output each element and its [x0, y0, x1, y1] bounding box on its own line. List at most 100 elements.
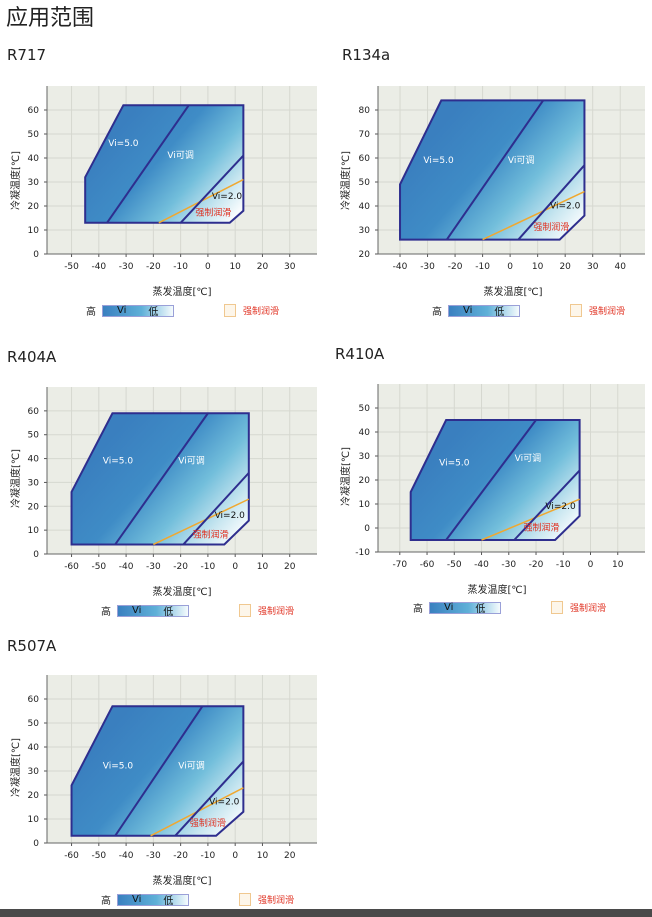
- x-tick-label: 10: [612, 560, 624, 570]
- vi2-boundary-line: [513, 469, 581, 541]
- label-vi-adjustable: Vi可调: [167, 150, 193, 161]
- y-tick-label: 30: [28, 478, 40, 488]
- x-tick-label: 30: [284, 262, 296, 272]
- x-tick-label: -40: [119, 851, 134, 861]
- legend-lubrication-swatch: [239, 604, 251, 617]
- legend-lubrication: 强制润滑: [589, 307, 626, 317]
- legend-high: 高: [86, 307, 96, 318]
- legend: 高 Vi 低 强制润滑: [413, 600, 606, 615]
- x-tick-label: -40: [119, 562, 134, 572]
- legend-high: 高: [413, 604, 423, 615]
- x-tick-label: -20: [146, 262, 161, 272]
- y-tick-label: 40: [28, 743, 40, 753]
- label-forced-lubrication: 强制润滑: [193, 528, 229, 540]
- label-forced-lubrication: 强制润滑: [523, 521, 559, 533]
- lubrication-line: [481, 498, 580, 541]
- label-vi2: Vi=2.0: [545, 502, 576, 512]
- x-axis-label: 蒸发温度[℃]: [152, 287, 212, 298]
- page-title: 应用范围: [6, 6, 95, 31]
- x-tick-label: 0: [507, 262, 513, 272]
- y-tick-label: -10: [355, 548, 370, 558]
- chart-title-r134a: R134a: [342, 46, 391, 64]
- y-tick-label: 0: [33, 839, 39, 849]
- y-tick-label: 10: [28, 226, 40, 236]
- y-tick-label: 30: [28, 178, 40, 188]
- x-axis-label: 蒸发温度[℃]: [152, 587, 212, 598]
- x-tick-label: 20: [284, 851, 296, 861]
- label-vi-adjustable: Vi可调: [515, 453, 541, 464]
- y-tick-label: 40: [359, 428, 371, 438]
- x-tick-label: 0: [232, 562, 238, 572]
- x-tick-label: -60: [64, 562, 79, 572]
- operating-envelope: [409, 419, 581, 541]
- x-tick-label: -40: [91, 262, 106, 272]
- x-tick-label: 10: [532, 262, 544, 272]
- label-vi5: Vi=5.0: [103, 762, 134, 772]
- x-tick-label: -60: [64, 851, 79, 861]
- x-tick-label: 10: [257, 562, 269, 572]
- y-tick-label: 20: [359, 250, 371, 260]
- label-vi-adjustable: Vi可调: [508, 155, 534, 166]
- label-forced-lubrication: 强制润滑: [533, 221, 569, 233]
- x-axis-label: 蒸发温度[℃]: [483, 287, 543, 298]
- x-tick-label: -50: [447, 560, 462, 570]
- x-tick-label: -30: [501, 560, 516, 570]
- x-tick-label: 20: [257, 262, 269, 272]
- chart-title-r717: R717: [7, 46, 47, 64]
- y-tick-label: 70: [359, 130, 371, 140]
- x-tick-label: 10: [229, 262, 241, 272]
- y-tick-label: 60: [28, 407, 40, 417]
- legend-low: 低: [494, 307, 505, 318]
- x-tick-label: -30: [146, 851, 161, 861]
- x-tick-label: -60: [420, 560, 435, 570]
- x-tick-label: -30: [420, 262, 435, 272]
- y-tick-label: 50: [359, 178, 371, 188]
- y-tick-label: 30: [359, 452, 371, 462]
- label-vi5: Vi=5.0: [108, 139, 139, 149]
- y-tick-label: 20: [28, 791, 40, 801]
- x-tick-label: -40: [474, 560, 489, 570]
- legend-low: 低: [148, 307, 159, 318]
- legend-lubrication-swatch: [239, 893, 251, 906]
- label-vi2: Vi=2.0: [209, 798, 240, 808]
- operating-envelope: [399, 99, 586, 241]
- label-vi5: Vi=5.0: [439, 459, 470, 469]
- vi5-boundary-line: [114, 705, 204, 837]
- chart-title-r410a: R410A: [335, 345, 385, 363]
- vi2-boundary-line: [179, 154, 245, 224]
- legend: 高 Vi 低 强制润滑: [101, 892, 294, 907]
- y-tick-label: 80: [359, 106, 371, 116]
- vi2-boundary-line: [174, 760, 245, 837]
- y-tick-label: 40: [28, 455, 40, 465]
- chart-title-r507a: R507A: [7, 637, 57, 655]
- x-tick-label: 0: [205, 262, 211, 272]
- bottom-scrollbar[interactable]: [0, 909, 652, 917]
- lubrication-line: [153, 498, 250, 546]
- legend-vi-gradient: Vi 低: [448, 304, 520, 318]
- legend-lubrication-swatch: [570, 304, 582, 317]
- y-tick-label: 40: [359, 202, 371, 212]
- operating-envelope: [70, 412, 250, 546]
- y-tick-label: 10: [28, 815, 40, 825]
- label-forced-lubrication: 强制润滑: [195, 207, 231, 219]
- label-vi5: Vi=5.0: [423, 156, 454, 166]
- y-tick-label: 0: [364, 524, 370, 534]
- y-tick-label: 60: [28, 695, 40, 705]
- y-tick-label: 0: [33, 250, 39, 260]
- chart-title-r404a: R404A: [7, 348, 57, 366]
- legend-high: 高: [101, 896, 111, 907]
- y-tick-label: 30: [28, 767, 40, 777]
- x-tick-label: 20: [284, 562, 296, 572]
- x-tick-label: -70: [392, 560, 407, 570]
- vi2-boundary-line: [517, 164, 586, 241]
- x-tick-label: 0: [232, 851, 238, 861]
- legend-vi: Vi: [132, 894, 142, 905]
- label-vi-adjustable: Vi可调: [178, 455, 204, 466]
- x-tick-label: -10: [475, 262, 490, 272]
- legend-low: 低: [475, 604, 486, 615]
- x-axis-label: 蒸发温度[℃]: [467, 585, 527, 596]
- x-tick-label: -10: [556, 560, 571, 570]
- x-tick-label: -50: [64, 262, 79, 272]
- y-tick-label: 50: [359, 404, 371, 414]
